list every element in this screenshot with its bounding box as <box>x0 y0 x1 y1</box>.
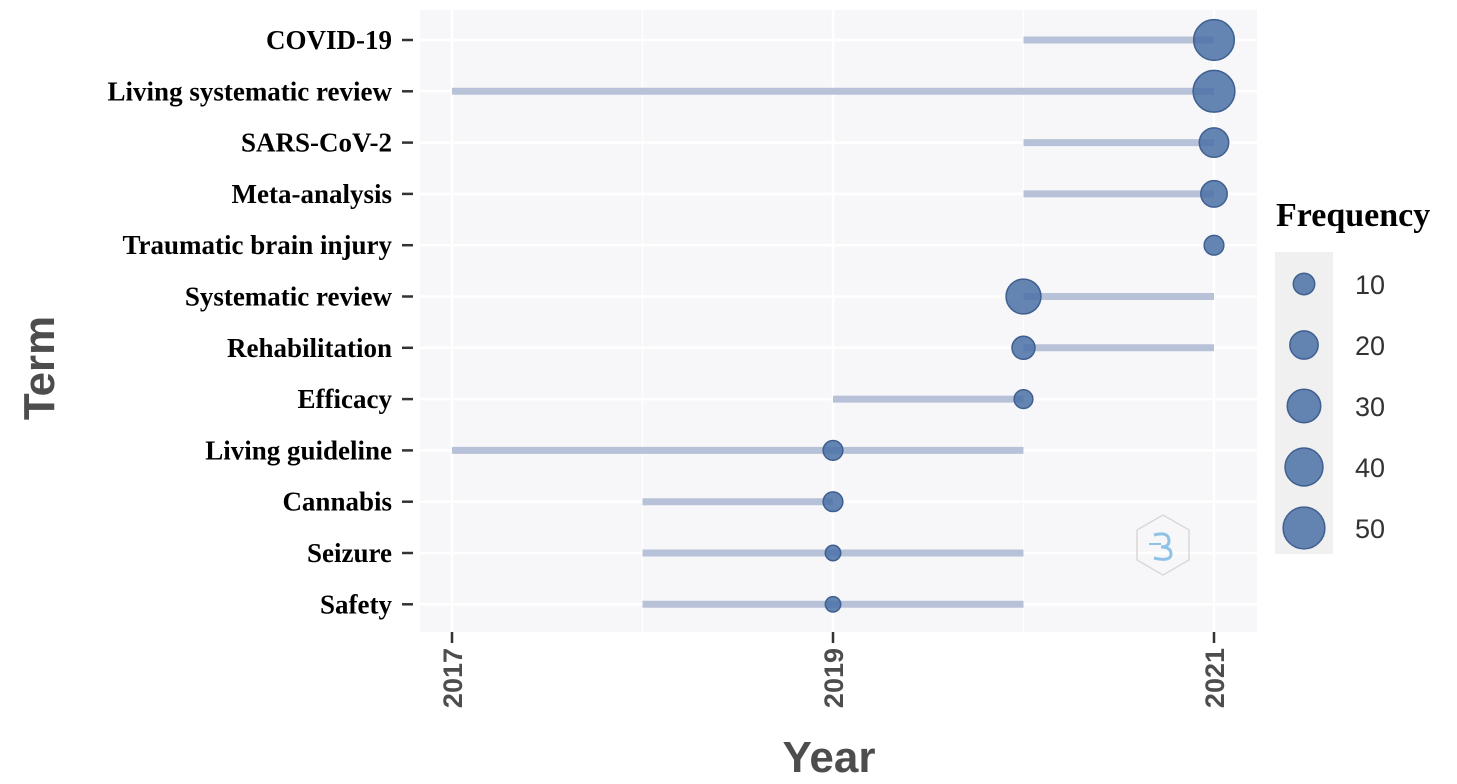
term-label: Cannabis <box>282 487 392 517</box>
term-label: Efficacy <box>298 384 393 414</box>
legend-size-point <box>1282 506 1326 550</box>
legend-title: Frequency <box>1276 197 1430 234</box>
term-label: Rehabilitation <box>227 333 392 363</box>
legend-size-point <box>1289 330 1319 360</box>
term-label: Systematic review <box>185 282 393 312</box>
term-frequency-point <box>1192 18 1236 62</box>
x-tick-label: 2017 <box>438 648 468 708</box>
legend-size-point <box>1286 388 1322 424</box>
term-label: COVID-19 <box>266 25 392 55</box>
plot-panel <box>420 10 1257 632</box>
term-frequency-point <box>822 491 844 513</box>
term-frequency-point <box>1013 388 1034 410</box>
term-frequency-point <box>824 544 842 562</box>
legend-size-point <box>1284 447 1324 487</box>
term-frequency-point <box>822 439 844 462</box>
term-frequency-point <box>1200 179 1228 208</box>
term-label: SARS-CoV-2 <box>241 128 392 158</box>
term-label: Living systematic review <box>108 76 393 106</box>
legend-size-label: 40 <box>1355 453 1385 483</box>
term-frequency-point <box>1011 335 1036 361</box>
term-label: Seizure <box>307 538 392 568</box>
term-label: Safety <box>320 589 392 619</box>
term-frequency-point <box>1192 69 1236 113</box>
term-frequency-point <box>1203 234 1225 256</box>
watermark <box>1136 514 1190 576</box>
term-frequency-point <box>1005 278 1042 315</box>
legend-size-label: 20 <box>1355 331 1385 361</box>
x-axis: 2017 2019 2021 <box>438 632 1230 708</box>
y-axis: COVID-19 Living systematic review SARS-CoV… <box>108 25 413 619</box>
term-label: Meta-analysis <box>232 179 392 209</box>
term-label: Traumatic brain injury <box>123 230 393 260</box>
legend-size-label: 50 <box>1355 514 1385 544</box>
x-tick-label: 2021 <box>1200 648 1230 708</box>
y-axis-title: Term <box>15 316 64 420</box>
legend-size-point <box>1292 272 1316 296</box>
x-axis-title: Year <box>783 733 876 779</box>
x-tick-label: 2019 <box>819 648 849 708</box>
term-label: Living guideline <box>205 435 392 465</box>
bibliometrix-hexagon-logo-icon <box>1136 514 1190 576</box>
frequency-legend: Frequency 10 20 30 40 50 <box>1275 197 1430 554</box>
legend-size-label: 30 <box>1355 392 1385 422</box>
plot-background <box>420 10 1257 632</box>
frequency-points <box>822 18 1236 613</box>
legend-size-label: 10 <box>1355 270 1385 300</box>
term-frequency-point <box>1198 127 1230 159</box>
term-frequency-point <box>824 595 842 613</box>
